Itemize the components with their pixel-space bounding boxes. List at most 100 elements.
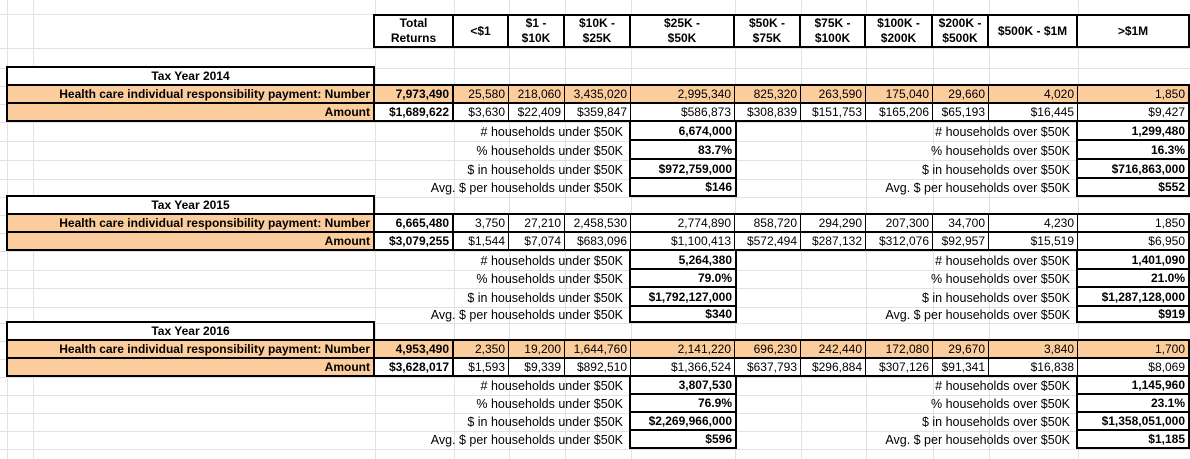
column-header[interactable]: $75K - $100K [799,14,866,48]
amount-cell[interactable]: $3,628,017 [375,359,454,375]
amount-cell[interactable]: $1,100,413 [631,233,735,249]
amount-cell[interactable]: $92,957 [933,233,989,249]
column-header[interactable]: Total Returns [373,14,454,48]
column-header[interactable]: $1 - $10K [507,14,565,48]
summary-value-cell[interactable]: 16.3% [1076,139,1190,160]
summary-label[interactable]: # households under $50K [480,124,623,139]
number-cell[interactable]: 2,458,530 [565,215,631,231]
number-cell[interactable]: 172,080 [866,341,933,357]
hcirp-number-row-label[interactable]: Health care individual responsibility pa… [8,215,375,231]
summary-value-cell[interactable]: 1,145,960 [1076,375,1190,395]
summary-value-cell[interactable]: $919 [1076,305,1190,323]
summary-value-cell[interactable]: $596 [629,429,737,449]
summary-value-cell[interactable]: $1,792,127,000 [629,286,737,307]
number-cell[interactable]: 294,290 [801,215,866,231]
summary-value-cell[interactable]: 1,401,090 [1076,249,1190,270]
column-header[interactable]: >$1M [1076,14,1190,48]
summary-label[interactable]: Avg. $ per households over $50K [885,181,1070,195]
tax-year-header[interactable]: Tax Year 2015 [6,195,375,215]
hcirp-number-row-label[interactable]: Health care individual responsibility pa… [8,341,375,357]
summary-label[interactable]: # households over $50K [935,124,1070,139]
number-cell[interactable]: 3,840 [989,341,1078,357]
summary-label[interactable]: # households over $50K [935,379,1070,393]
number-cell[interactable]: 242,440 [801,341,866,357]
tax-year-header[interactable]: Tax Year 2014 [6,66,375,86]
number-cell[interactable]: 2,350 [454,341,509,357]
summary-label[interactable]: $ in households over $50K [921,415,1070,429]
summary-label[interactable]: $ in households under $50K [467,162,623,177]
amount-cell[interactable]: $637,793 [735,359,801,375]
summary-value-cell[interactable]: $1,185 [1076,429,1190,449]
amount-cell[interactable]: $15,519 [989,233,1078,249]
number-cell[interactable]: 3,435,020 [565,86,631,102]
amount-cell[interactable]: $165,206 [866,104,933,120]
summary-label[interactable]: # households over $50K [935,253,1070,268]
summary-label[interactable]: % households under $50K [476,272,623,286]
column-header[interactable]: $200K - $500K [931,14,989,48]
number-cell[interactable]: 696,230 [735,341,801,357]
column-header[interactable]: $10K - $25K [563,14,631,48]
number-cell[interactable]: 25,580 [454,86,509,102]
number-cell[interactable]: 1,850 [1154,216,1185,230]
summary-value-cell[interactable]: $716,863,000 [1076,158,1190,179]
summary-value-cell[interactable]: $552 [1076,177,1190,197]
number-cell[interactable]: 4,953,490 [375,341,454,357]
amount-cell[interactable]: $307,126 [866,359,933,375]
amount-cell[interactable]: $1,593 [454,359,509,375]
column-header[interactable]: $50K - $75K [733,14,801,48]
number-cell[interactable]: 218,060 [509,86,565,102]
summary-value-cell[interactable]: 1,299,480 [1076,120,1190,141]
summary-value-cell[interactable]: $1,358,051,000 [1076,411,1190,431]
number-cell[interactable]: 825,320 [735,86,801,102]
number-cell[interactable]: 4,020 [989,86,1078,102]
summary-label[interactable]: $ in households under $50K [467,290,623,305]
number-cell[interactable]: 1,700 [1078,341,1188,357]
summary-label[interactable]: # households under $50K [480,253,623,268]
number-cell[interactable]: 175,040 [866,86,933,102]
amount-cell[interactable]: $892,510 [565,359,631,375]
number-cell[interactable]: 19,200 [509,341,565,357]
hcirp-number-row-label[interactable]: Health care individual responsibility pa… [8,86,375,102]
summary-label[interactable]: $ in households over $50K [921,290,1070,305]
amount-cell[interactable]: $1,689,622 [375,104,454,120]
amount-cell[interactable]: $16,838 [989,359,1078,375]
amount-cell[interactable]: $7,074 [509,233,565,249]
amount-cell[interactable]: $65,193 [933,104,989,120]
amount-cell[interactable]: $8,069 [1148,360,1185,374]
summary-label[interactable]: $ in households under $50K [467,415,623,429]
summary-value-cell[interactable]: 3,807,530 [629,375,737,395]
summary-value-cell[interactable]: $146 [629,177,737,197]
number-cell[interactable]: 34,700 [933,215,989,231]
amount-cell[interactable]: $3,630 [454,104,509,120]
summary-value-cell[interactable]: $340 [629,305,737,323]
amount-cell[interactable]: $586,873 [631,104,735,120]
summary-label[interactable]: # households under $50K [480,379,623,393]
column-header[interactable]: <$1 [452,14,509,48]
summary-label[interactable]: Avg. $ per households under $50K [430,181,623,195]
tax-year-header[interactable]: Tax Year 2016 [6,321,375,341]
number-cell[interactable]: 207,300 [866,215,933,231]
number-cell[interactable]: 2,774,890 [631,215,735,231]
summary-value-cell[interactable]: $1,287,128,000 [1076,286,1190,307]
summary-label[interactable]: % households over $50K [931,143,1070,158]
amount-cell[interactable]: $572,494 [735,233,801,249]
amount-cell[interactable]: $9,427 [1148,105,1185,119]
number-cell[interactable]: 6,665,480 [375,215,454,231]
summary-label[interactable]: Avg. $ per households under $50K [430,433,623,447]
summary-label[interactable]: % households under $50K [476,397,623,411]
number-cell[interactable]: 29,660 [933,86,989,102]
amount-cell[interactable]: $312,076 [866,233,933,249]
number-cell[interactable]: 858,720 [735,215,801,231]
amount-cell[interactable]: $1,366,524 [631,359,735,375]
summary-value-cell[interactable]: 23.1% [1076,393,1190,413]
number-cell[interactable]: 2,141,220 [631,341,735,357]
amount-row-label[interactable]: Amount [8,359,375,375]
amount-cell[interactable]: $16,445 [989,104,1078,120]
number-cell[interactable]: 263,590 [801,86,866,102]
number-cell[interactable]: 4,230 [989,215,1078,231]
amount-cell[interactable]: $22,409 [509,104,565,120]
number-cell[interactable]: 29,670 [933,341,989,357]
summary-value-cell[interactable]: 21.0% [1076,268,1190,288]
amount-cell[interactable]: $683,096 [565,233,631,249]
summary-label[interactable]: Avg. $ per households over $50K [885,308,1070,322]
